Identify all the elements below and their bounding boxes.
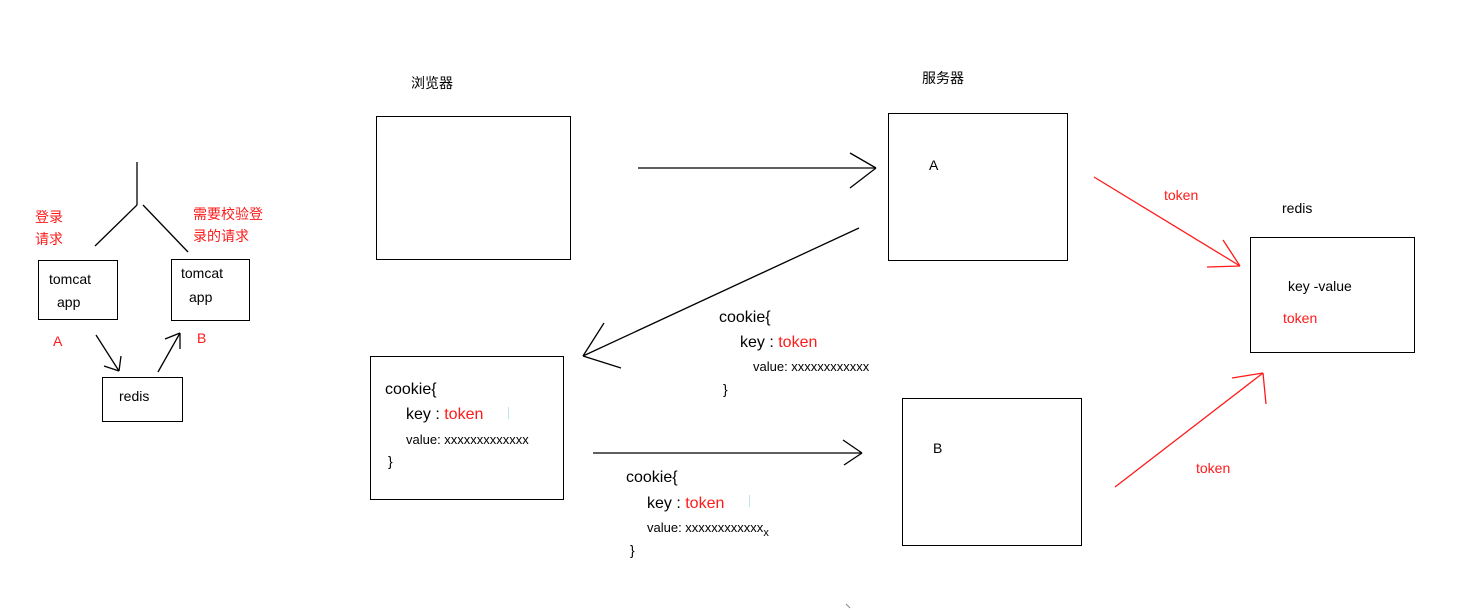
cookie-response-close: } — [723, 381, 728, 397]
cookie-browser-key-label: key : — [406, 406, 445, 423]
login-request-label-line2: 请求 — [35, 231, 63, 247]
verify-request-label-line2: 录的请求 — [193, 228, 249, 244]
label-b: B — [197, 330, 207, 346]
tomcat-b-line2: app — [189, 289, 213, 305]
browser-cookie-box — [370, 356, 564, 500]
cookie-request-value: value: xxxxxxxxxxxxx — [647, 519, 769, 539]
stray-mark — [845, 603, 851, 609]
cookie-request-open: cookie{ — [626, 469, 678, 486]
tomcat-a-line2: app — [57, 294, 81, 310]
tomcat-app-b-box — [171, 259, 250, 321]
text-cursor-mark — [508, 407, 509, 419]
arrow-server-b-to-redis — [1114, 372, 1267, 488]
arrow-server-a-to-redis — [1093, 176, 1241, 268]
redis-title: redis — [1282, 200, 1313, 216]
server-a-box — [888, 113, 1068, 261]
cookie-response-key-value: token — [778, 334, 818, 351]
redis-small-box — [102, 377, 183, 422]
login-request-label-line1: 登录 — [35, 209, 63, 225]
arrow-browser-to-server-b — [593, 439, 863, 466]
cookie-request-close: } — [630, 542, 635, 558]
cookie-request-key-value: token — [685, 495, 725, 512]
cookie-response-key-label: key : — [740, 334, 779, 351]
browser-box — [376, 116, 571, 260]
text-cursor-mark — [749, 495, 750, 507]
tomcat-app-a-box — [38, 260, 118, 320]
arrow-browser-to-server-a — [638, 152, 877, 189]
fork-lines — [94, 162, 189, 253]
token-label-bottom: token — [1196, 460, 1231, 476]
cookie-browser-value: value: xxxxxxxxxxxxx — [406, 432, 529, 447]
arrow-tomcat-a-to-redis — [95, 334, 122, 372]
arrow-redis-to-tomcat-b — [157, 332, 181, 373]
cookie-response-value: value: xxxxxxxxxxxx — [753, 359, 870, 374]
server-b-label: B — [933, 440, 943, 456]
redis-box — [1250, 237, 1415, 353]
arrow-server-a-to-browser — [582, 227, 860, 369]
redis-small-label: redis — [119, 388, 150, 404]
tomcat-b-line1: tomcat — [181, 265, 224, 281]
server-title: 服务器 — [922, 70, 964, 86]
cookie-request-value-text: value: xxxxxxxxxxxx — [647, 520, 764, 535]
cookie-request-value-tail: x — [763, 527, 769, 539]
cookie-browser-open: cookie{ — [385, 381, 437, 398]
cookie-request-key-label: key : — [647, 495, 686, 512]
cookie-response-key: key : token — [740, 334, 817, 351]
token-label-top: token — [1164, 187, 1199, 203]
cookie-browser-key: key : token — [406, 406, 483, 423]
cookie-request-key: key : token — [647, 495, 724, 512]
server-a-label: A — [929, 157, 939, 173]
verify-request-label-line1: 需要校验登 — [193, 206, 263, 222]
redis-key-value: key -value — [1288, 278, 1352, 294]
cookie-response-open: cookie{ — [719, 309, 771, 326]
cookie-browser-key-value: token — [444, 406, 484, 423]
browser-title: 浏览器 — [411, 75, 453, 91]
redis-token: token — [1283, 310, 1318, 326]
cookie-browser-close: } — [388, 453, 393, 469]
server-b-box — [902, 398, 1082, 546]
label-a: A — [53, 333, 63, 349]
tomcat-a-line1: tomcat — [49, 271, 92, 287]
